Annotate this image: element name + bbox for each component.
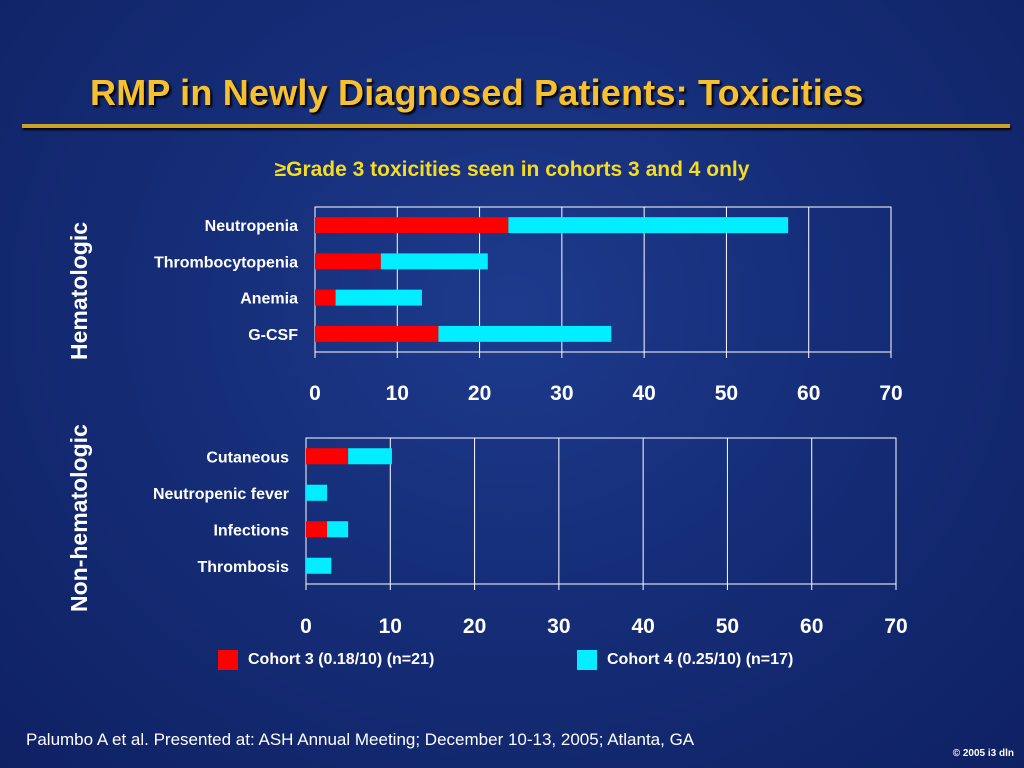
x-tick-label: 10 (386, 382, 409, 405)
x-tick-label: 50 (716, 615, 739, 638)
citation-footer: Palumbo A et al. Presented at: ASH Annua… (26, 730, 695, 749)
category-label: Cutaneous (206, 449, 289, 466)
x-tick-label: 50 (715, 382, 738, 405)
bar-infections-cohort-3 (306, 521, 328, 538)
category-label: Thrombocytopenia (154, 254, 298, 271)
bar-anemia-cohort-4 (335, 289, 422, 306)
category-label: Neutropenia (205, 218, 298, 235)
non-hematologic-chart: 0 10 20 30 40 50 60 70 Cutaneous Neutropenic feve… (153, 437, 908, 638)
x-tick-label: 60 (797, 382, 820, 405)
x-tick-label: 10 (379, 615, 402, 638)
x-tick-label: 20 (468, 382, 491, 405)
bar-neutropenia-cohort-4 (508, 217, 789, 234)
x-tick-label: 40 (631, 615, 654, 638)
x-tick-label: 60 (800, 615, 823, 638)
bar-anemia-cohort-3 (315, 289, 336, 306)
x-tick-label: 20 (463, 615, 486, 638)
x-tick-label: 30 (547, 615, 570, 638)
bar-thrombocytopenia-cohort-3 (315, 253, 381, 270)
x-tick-label: 40 (632, 382, 655, 405)
legend-swatch-cohort-4 (577, 650, 597, 670)
x-tick-label: 70 (879, 382, 902, 405)
legend-item-cohort-4: Cohort 4 (0.25/10) (n=17) (577, 650, 793, 670)
plot-frame (314, 206, 892, 353)
legend-label-cohort-4: Cohort 4 (0.25/10) (n=17) (607, 651, 794, 668)
x-tick-label: 70 (884, 615, 907, 638)
copyright-notice: © 2005 i3 dln (952, 748, 1014, 759)
legend-swatch-cohort-3 (218, 650, 238, 670)
plot-frame (305, 437, 897, 585)
category-label: G-CSF (248, 327, 298, 344)
bar-g-csf-cohort-4 (438, 325, 612, 342)
bar-infections-cohort-4 (327, 521, 349, 538)
title-underline (22, 124, 1010, 128)
bar-thrombocytopenia-cohort-4 (380, 253, 488, 270)
bar-cutaneous-cohort-3 (306, 448, 349, 465)
slide-title: RMP in Newly Diagnosed Patients: Toxicit… (90, 72, 864, 113)
slide-subtitle: ≥Grade 3 toxicities seen in cohorts 3 an… (274, 158, 750, 181)
bar-g-csf-cohort-3 (315, 325, 439, 342)
category-label: Anemia (240, 291, 298, 308)
legend-label-cohort-3: Cohort 3 (0.18/10) (n=21) (248, 651, 435, 668)
x-tick-label: 0 (300, 615, 312, 638)
category-label: Thrombosis (197, 559, 289, 576)
legend-item-cohort-3: Cohort 3 (0.18/10) (n=21) (218, 650, 434, 670)
hematologic-chart: 0 10 20 30 40 50 60 70 Neutropenia Thrombocytopen… (154, 206, 903, 405)
bar-neutropenia-cohort-3 (315, 217, 509, 234)
category-label: Infections (213, 522, 289, 539)
bar-thrombosis-cohort-4 (306, 557, 332, 574)
category-label: Neutropenic fever (153, 486, 289, 503)
bar-cutaneous-cohort-4 (348, 448, 392, 465)
x-tick-label: 0 (309, 382, 321, 405)
bar-neutropenic-fever-cohort-4 (306, 484, 328, 501)
x-tick-label: 30 (550, 382, 573, 405)
